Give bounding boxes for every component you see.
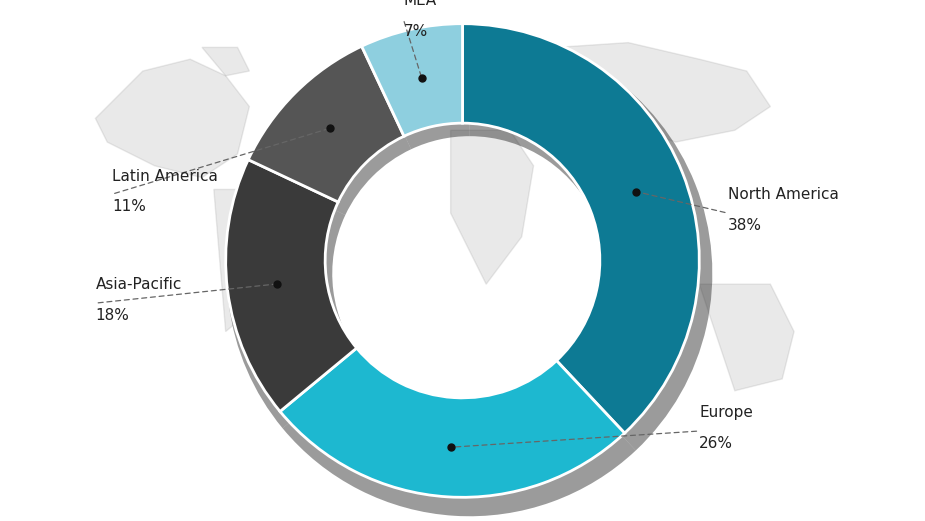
Wedge shape xyxy=(462,23,699,433)
Text: MEA: MEA xyxy=(403,0,437,8)
Polygon shape xyxy=(214,190,273,331)
Polygon shape xyxy=(450,130,534,284)
Polygon shape xyxy=(522,43,771,142)
Polygon shape xyxy=(593,142,633,213)
Wedge shape xyxy=(248,46,404,202)
Polygon shape xyxy=(95,59,250,178)
Text: 7%: 7% xyxy=(403,23,427,39)
Text: Latin America: Latin America xyxy=(112,168,218,183)
Polygon shape xyxy=(427,71,522,118)
Polygon shape xyxy=(202,47,250,76)
Wedge shape xyxy=(362,23,462,136)
Text: Europe: Europe xyxy=(699,405,753,420)
Wedge shape xyxy=(282,361,635,516)
Wedge shape xyxy=(470,31,712,451)
Text: 18%: 18% xyxy=(95,308,130,323)
Wedge shape xyxy=(226,159,357,412)
Text: North America: North America xyxy=(728,188,839,203)
Wedge shape xyxy=(227,170,364,428)
Text: Asia-Pacific: Asia-Pacific xyxy=(95,278,182,292)
Text: 38%: 38% xyxy=(728,218,761,233)
Wedge shape xyxy=(366,31,470,149)
Wedge shape xyxy=(280,348,624,498)
Text: 26%: 26% xyxy=(699,436,734,451)
Polygon shape xyxy=(699,284,794,391)
Wedge shape xyxy=(250,54,411,215)
Text: 11%: 11% xyxy=(112,199,146,214)
